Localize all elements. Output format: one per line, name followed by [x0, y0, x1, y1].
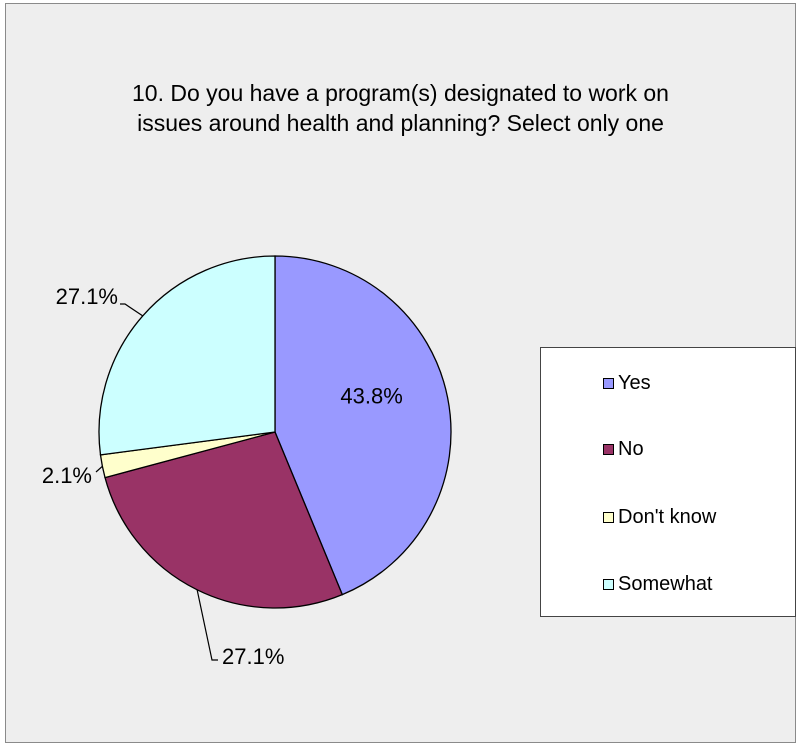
data-label-yes: 43.8%	[340, 383, 402, 408]
chart-title: 10. Do you have a program(s) designated …	[0, 78, 801, 138]
data-label-somewhat: 27.1%	[56, 284, 118, 309]
leader-line-somewhat	[120, 303, 144, 317]
legend-item-no: No	[603, 437, 644, 461]
legend: Yes No Don't know Somewhat	[540, 347, 796, 617]
legend-label-somewhat: Somewhat	[618, 572, 713, 595]
legend-swatch-dont-know	[603, 511, 614, 523]
legend-swatch-no	[603, 443, 614, 455]
data-label-dont-know: 2.1%	[42, 463, 92, 488]
legend-item-dont-know: Don't know	[603, 505, 716, 529]
legend-item-yes: Yes	[603, 371, 651, 395]
chart-title-line-1: 10. Do you have a program(s) designated …	[132, 80, 669, 106]
pie-slice-no	[104, 431, 344, 609]
leader-line-dont-know	[95, 465, 103, 473]
leader-line-no	[196, 589, 218, 661]
legend-swatch-yes	[603, 377, 614, 389]
pie-slice-somewhat	[98, 255, 276, 456]
pie-slice-yes	[274, 255, 452, 596]
data-label-no: 27.1%	[222, 644, 284, 669]
chart-title-line-2: issues around health and planning? Selec…	[137, 110, 664, 136]
legend-label-yes: Yes	[618, 371, 651, 394]
legend-label-no: No	[618, 437, 644, 460]
chart-title-text: 10. Do you have a program(s) designated …	[0, 78, 801, 138]
legend-swatch-somewhat	[603, 578, 614, 590]
legend-item-somewhat: Somewhat	[603, 572, 713, 596]
legend-label-dont-know: Don't know	[618, 505, 717, 528]
